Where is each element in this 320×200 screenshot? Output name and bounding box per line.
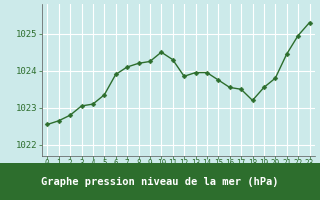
Text: Graphe pression niveau de la mer (hPa): Graphe pression niveau de la mer (hPa) [41, 176, 279, 187]
